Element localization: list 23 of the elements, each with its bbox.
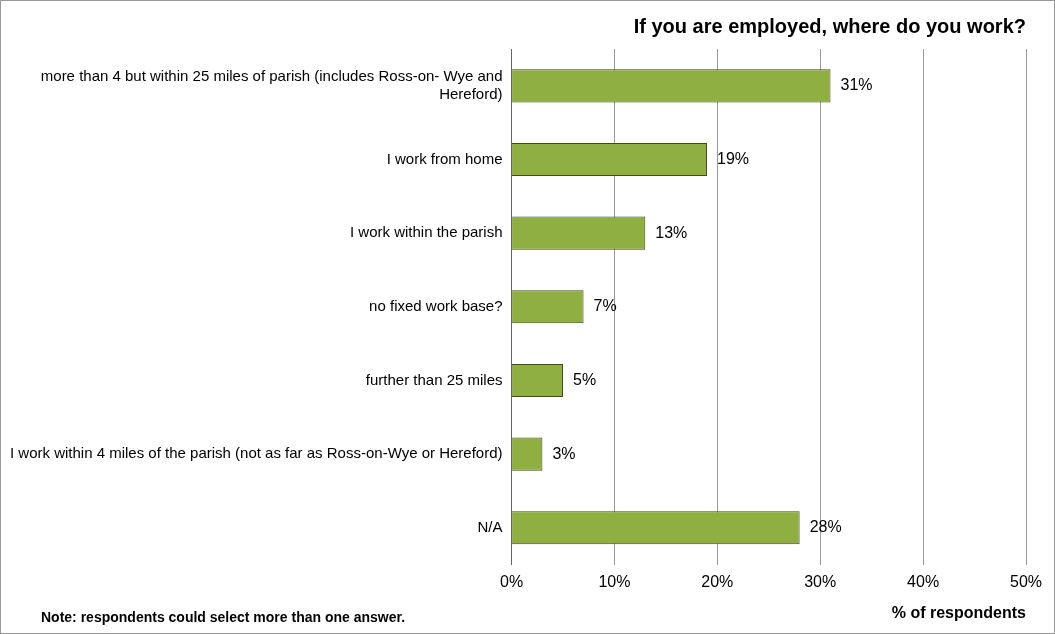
x-tick-label: 50% bbox=[1009, 572, 1043, 590]
y-tick-label: I work from home bbox=[386, 149, 503, 167]
y-tick-label: N/A bbox=[477, 517, 503, 535]
y-tick-label: I work within 4 miles of the parish (not as far as Ross-on-Wye or Hereford) bbox=[9, 444, 503, 462]
x-tick-label: 30% bbox=[804, 572, 837, 590]
y-tick-label: no fixed work base? bbox=[369, 296, 503, 314]
x-tick-label: 0% bbox=[499, 572, 524, 590]
y-tick-label: further than 25 miles bbox=[365, 370, 503, 388]
x-tick-label: 40% bbox=[907, 572, 940, 590]
x-tick-label: 20% bbox=[701, 572, 734, 590]
data-label: 28% bbox=[809, 518, 842, 536]
x-tick-label: 10% bbox=[598, 572, 631, 590]
y-tick-label: more than 4 but within 25 miles of parish (includes Ross-on- Wye and Hereford) bbox=[40, 66, 503, 102]
data-label: 31% bbox=[840, 76, 873, 94]
data-label: 13% bbox=[655, 223, 688, 241]
data-label: 7% bbox=[593, 297, 617, 315]
chart-title: If you are employed, where do you work? bbox=[633, 14, 1026, 37]
y-tick-label: I work within the parish bbox=[349, 223, 503, 241]
text: Note: respondents could select more than one answer. bbox=[41, 608, 406, 625]
data-label: 5% bbox=[572, 370, 597, 388]
x-axis-title: % of respondents bbox=[891, 603, 1027, 621]
data-label: 19% bbox=[717, 149, 750, 167]
data-label: 3% bbox=[552, 444, 576, 462]
